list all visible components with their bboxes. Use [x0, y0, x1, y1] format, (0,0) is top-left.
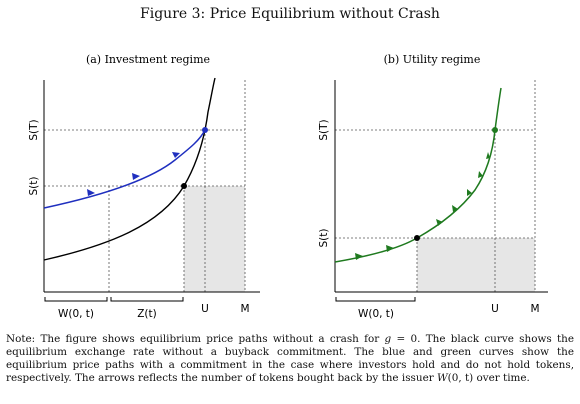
note-part-1: Note: The figure shows equilibrium price…	[6, 333, 385, 345]
panel-a-subtitle: (a) Investment regime	[86, 53, 210, 66]
note-part-3: (0, t) over time.	[447, 372, 530, 384]
panel-a-label-St: S(t)	[28, 177, 40, 196]
panel-b-shaded-region	[417, 238, 535, 292]
panel-b-label-St: S(t)	[318, 229, 330, 248]
panel-a-shaded-region	[184, 186, 245, 292]
panel-b-arrow-2	[386, 245, 394, 252]
panel-investment-regime: (a) Investment regime S(T)	[28, 53, 260, 320]
panel-b-subtitle: (b) Utility regime	[384, 53, 481, 66]
panel-b-arrow-4	[452, 205, 458, 212]
panel-b-label-U: U	[491, 303, 499, 315]
panel-a-brace-label-W: W(0, t)	[58, 308, 94, 320]
figure-note: Note: The figure shows equilibrium price…	[6, 333, 574, 385]
figure-canvas: (a) Investment regime S(T)	[28, 53, 548, 320]
panel-b-arrow-3	[436, 219, 443, 226]
panel-b-black-point	[414, 235, 420, 241]
panel-a-arrows	[87, 152, 180, 196]
panel-b-brace-W	[335, 297, 416, 302]
panel-b-arrow-7	[486, 152, 490, 159]
panel-b-arrow-1	[355, 253, 363, 260]
panel-a-arrow-1	[87, 189, 95, 196]
panel-a-label-ST: S(T)	[28, 119, 40, 140]
panel-a-black-curve	[43, 77, 216, 261]
panel-a-black-point	[181, 183, 187, 189]
panel-b-arrows	[355, 152, 490, 260]
panel-a-label-U: U	[201, 303, 209, 315]
note-g-symbol: g	[384, 333, 392, 345]
panel-b-arrow-6	[478, 171, 483, 178]
panel-a-arrow-2	[132, 173, 140, 180]
panel-b-green-endpoint	[492, 127, 498, 133]
note-part-2: = 0. The black curve shows the equilibri…	[6, 333, 574, 384]
note-w-symbol: W	[436, 372, 448, 384]
panel-a-brace-W	[44, 297, 108, 302]
panel-b-arrow-5	[467, 189, 472, 196]
panel-b-label-ST: S(T)	[318, 119, 330, 140]
panel-a-label-M: M	[240, 303, 249, 315]
panel-b-label-M: M	[530, 303, 539, 315]
panel-a-brace-Z	[110, 297, 184, 302]
figure-title: Figure 3: Price Equilibrium without Cras…	[140, 6, 440, 22]
panel-a-blue-path	[43, 129, 206, 209]
panel-a-blue-endpoint	[202, 127, 208, 133]
panel-b-brace-label-W: W(0, t)	[358, 308, 394, 320]
panel-utility-regime: (b) Utility regime S(T) S(t)	[318, 53, 548, 320]
panel-a-brace-label-Z: Z(t)	[137, 308, 157, 320]
panel-a-arrow-3	[172, 152, 180, 158]
